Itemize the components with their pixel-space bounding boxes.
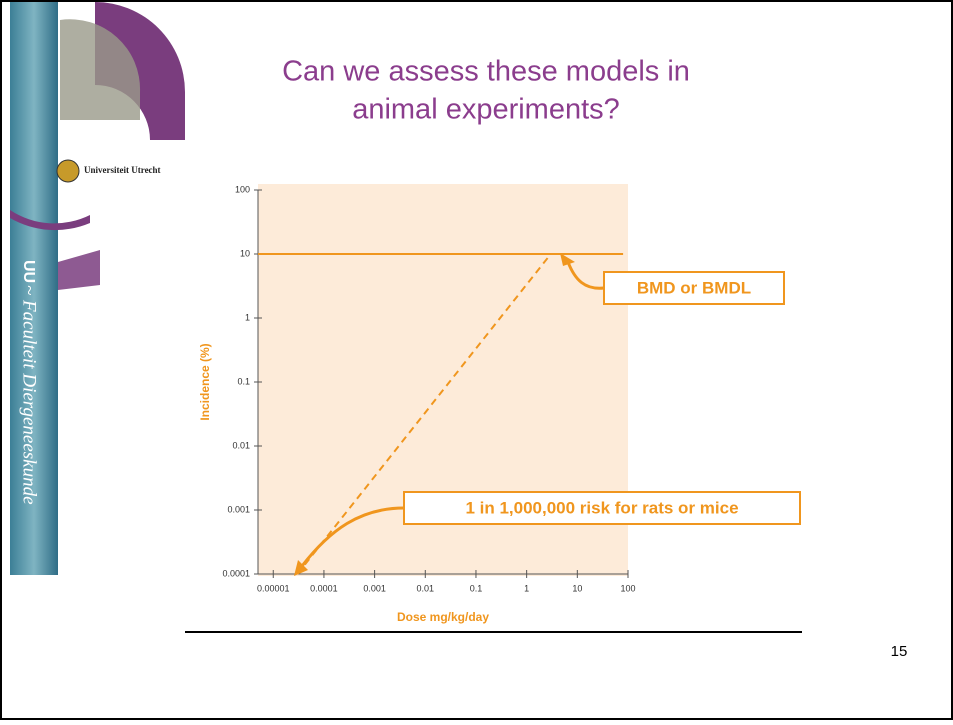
y-tick-label: 0.01 xyxy=(232,440,250,450)
logo-seal xyxy=(57,160,79,182)
side-short: UU xyxy=(20,260,37,283)
side-text: ~ Faculteit Diergeneeskunde xyxy=(19,285,40,505)
x-tick-label: 100 xyxy=(620,583,635,593)
x-tick-label: 0.00001 xyxy=(257,583,290,593)
annotation: BMD or BMDL xyxy=(637,278,751,297)
x-tick-label: 0.001 xyxy=(363,583,386,593)
page: {"slide": {"title_lines": ["Can we asses… xyxy=(0,0,953,725)
y-tick-label: 0.1 xyxy=(237,376,250,386)
x-tick-label: 1 xyxy=(524,583,529,593)
x-axis-label: Dose mg/kg/day xyxy=(397,610,489,624)
x-tick-label: 0.01 xyxy=(417,583,435,593)
x-tick-label: 0.1 xyxy=(470,583,483,593)
y-tick-label: 1 xyxy=(245,312,250,322)
x-tick-label: 0.0001 xyxy=(310,583,338,593)
logo-text: Universiteit Utrecht xyxy=(84,165,161,175)
slide-title: Can we assess these models in xyxy=(282,56,690,88)
y-tick-label: 100 xyxy=(235,184,250,194)
annotation: 1 in 1,000,000 risk for rats or mice xyxy=(465,498,738,517)
slide-title: animal experiments? xyxy=(352,94,620,126)
slide: Universiteit Utrecht UU ~ Faculteit Dier… xyxy=(0,0,953,720)
y-tick-label: 0.001 xyxy=(227,504,250,514)
y-tick-label: 0.0001 xyxy=(222,568,250,578)
x-tick-label: 10 xyxy=(572,583,582,593)
y-tick-label: 10 xyxy=(240,248,250,258)
y-axis-label: Incidence (%) xyxy=(198,343,212,420)
page-number: 15 xyxy=(891,643,908,660)
